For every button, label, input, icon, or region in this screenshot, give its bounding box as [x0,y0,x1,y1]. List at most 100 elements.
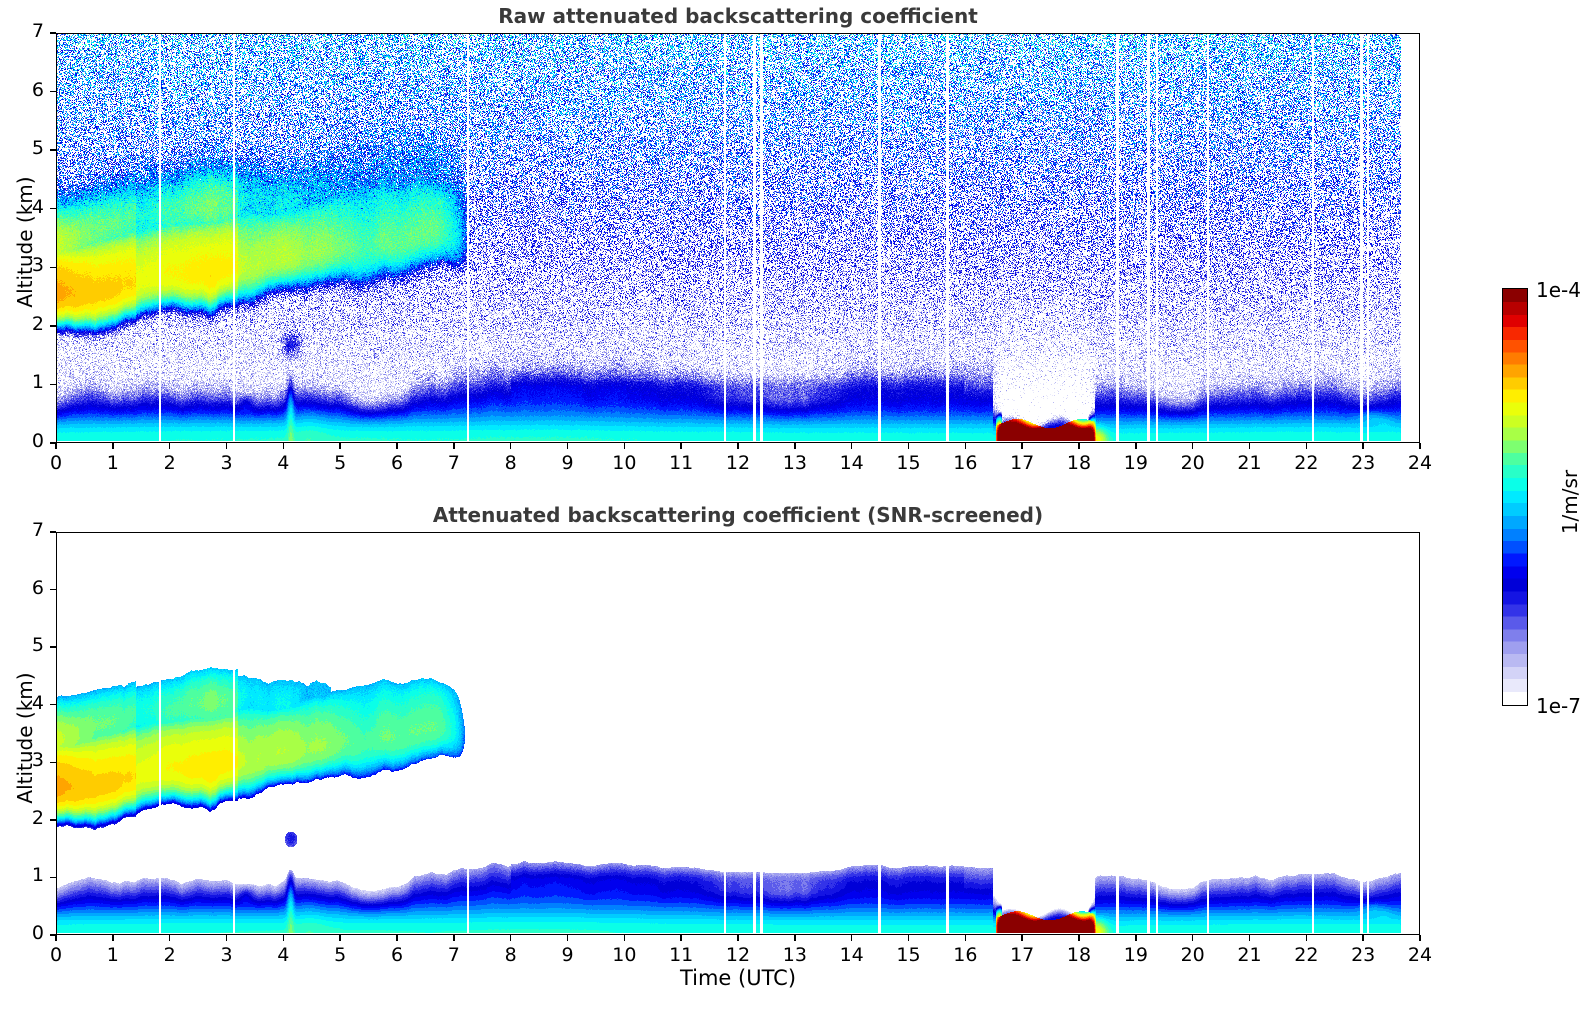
y-tick-bot [50,588,56,591]
x-tick-bot [566,935,569,941]
x-ticklabel-bot-9: 9 [561,944,574,966]
y-ticklabel-bot-0: 0 [31,922,44,944]
x-tick-top [55,443,57,449]
x-tick-top [453,443,455,449]
x-ticklabel-top-7: 7 [447,452,460,474]
x-tick-top [623,443,626,449]
x-ticklabel-bot-10: 10 [612,944,637,966]
x-tick-top [794,443,796,449]
y-tick-bot [50,704,56,706]
y-ticklabel-top-2: 2 [31,312,44,335]
y-ticklabel-top-7: 7 [31,20,44,42]
x-ticklabel-bot-23: 23 [1351,944,1376,966]
x-tick-top [168,443,171,449]
x-ticklabel-bot-1: 1 [106,944,119,966]
y-ticklabel-top-4: 4 [31,195,44,218]
x-tick-bot [1305,935,1308,941]
y-tick-top [50,149,56,151]
y-tick-bot [50,876,56,879]
colorbar-min-label: 1e-7 [1536,694,1581,718]
x-ticklabel-bot-3: 3 [220,944,233,966]
y-ticklabel-bot-6: 6 [31,576,44,599]
y-tick-bot [50,761,56,763]
y-tick-top [50,32,56,34]
x-tick-top [566,443,569,449]
y-tick-top [50,442,56,444]
y-tick-bot [50,934,56,936]
x-tick-top [1021,443,1023,449]
x-tick-bot [680,935,682,941]
x-tick-top [1191,443,1194,449]
x-tick-top [1248,443,1251,449]
x-ticklabel-top-14: 14 [839,452,864,474]
x-ticklabel-top-8: 8 [504,452,517,474]
y-tick-top [50,90,56,93]
bottom-panel-axes [56,532,1420,935]
x-ticklabel-bot-22: 22 [1294,944,1319,966]
x-tick-bot [907,935,910,941]
x-tick-bot [55,935,57,941]
x-tick-top [509,443,512,449]
x-tick-bot [282,935,285,941]
x-ticklabel-top-0: 0 [49,452,63,474]
y-ticklabel-bot-4: 4 [31,691,44,714]
x-tick-bot [1362,935,1364,941]
x-ticklabel-top-9: 9 [561,452,574,474]
x-ticklabel-bot-11: 11 [669,944,694,966]
x-ticklabel-top-22: 22 [1294,452,1319,474]
x-ticklabel-top-21: 21 [1237,452,1262,474]
colorbar-max-label: 1e-4 [1536,278,1581,302]
y-ticklabel-bot-5: 5 [31,634,44,657]
x-ticklabel-top-20: 20 [1180,452,1205,474]
x-tick-top [225,443,228,449]
x-ticklabel-bot-24: 24 [1407,944,1433,966]
x-ticklabel-bot-14: 14 [839,944,864,966]
x-ticklabel-top-4: 4 [277,452,290,474]
bottom-panel-ylabel: Altitude (km) [13,672,37,804]
colorbar [1502,288,1528,706]
x-ticklabel-bot-12: 12 [725,944,751,966]
x-ticklabel-top-15: 15 [896,452,921,474]
x-ticklabel-top-24: 24 [1407,452,1433,474]
y-tick-top [50,266,56,268]
y-ticklabel-top-5: 5 [31,137,44,160]
x-ticklabel-bot-17: 17 [1010,944,1035,966]
y-ticklabel-top-6: 6 [31,78,44,101]
bottom-panel-title: Attenuated backscattering coefficient (S… [432,503,1044,527]
y-tick-top [50,208,56,210]
x-ticklabel-top-18: 18 [1066,452,1092,474]
x-tick-top [339,443,341,449]
x-tick-bot [737,935,739,941]
x-tick-bot [623,935,626,941]
x-tick-bot [225,935,228,941]
x-tick-top [737,443,739,449]
x-ticklabel-top-10: 10 [612,452,637,474]
y-tick-top [50,325,56,327]
y-ticklabel-bot-3: 3 [31,749,44,772]
x-tick-bot [396,935,398,941]
x-ticklabel-top-6: 6 [390,452,404,474]
x-ticklabel-bot-20: 20 [1180,944,1205,966]
x-ticklabel-bot-5: 5 [334,944,347,966]
x-ticklabel-bot-6: 6 [390,944,404,966]
x-tick-top [1305,443,1308,449]
x-ticklabel-bot-8: 8 [504,944,517,966]
x-tick-bot [1135,935,1137,941]
x-tick-top [1135,443,1137,449]
x-ticklabel-top-3: 3 [220,452,233,474]
y-ticklabel-bot-1: 1 [31,864,44,887]
x-tick-top [112,443,114,449]
x-ticklabel-top-1: 1 [106,452,119,474]
raw-backscatter-heatmap [57,34,1418,441]
x-tick-bot [1419,935,1421,941]
x-tick-top [964,443,967,449]
x-ticklabel-bot-16: 16 [953,944,978,966]
x-ticklabel-bot-18: 18 [1066,944,1092,966]
x-tick-top [396,443,398,449]
x-ticklabel-top-12: 12 [725,452,751,474]
y-ticklabel-top-0: 0 [31,430,44,452]
y-ticklabel-bot-2: 2 [31,806,44,829]
x-ticklabel-top-16: 16 [953,452,978,474]
y-tick-bot [50,531,56,533]
